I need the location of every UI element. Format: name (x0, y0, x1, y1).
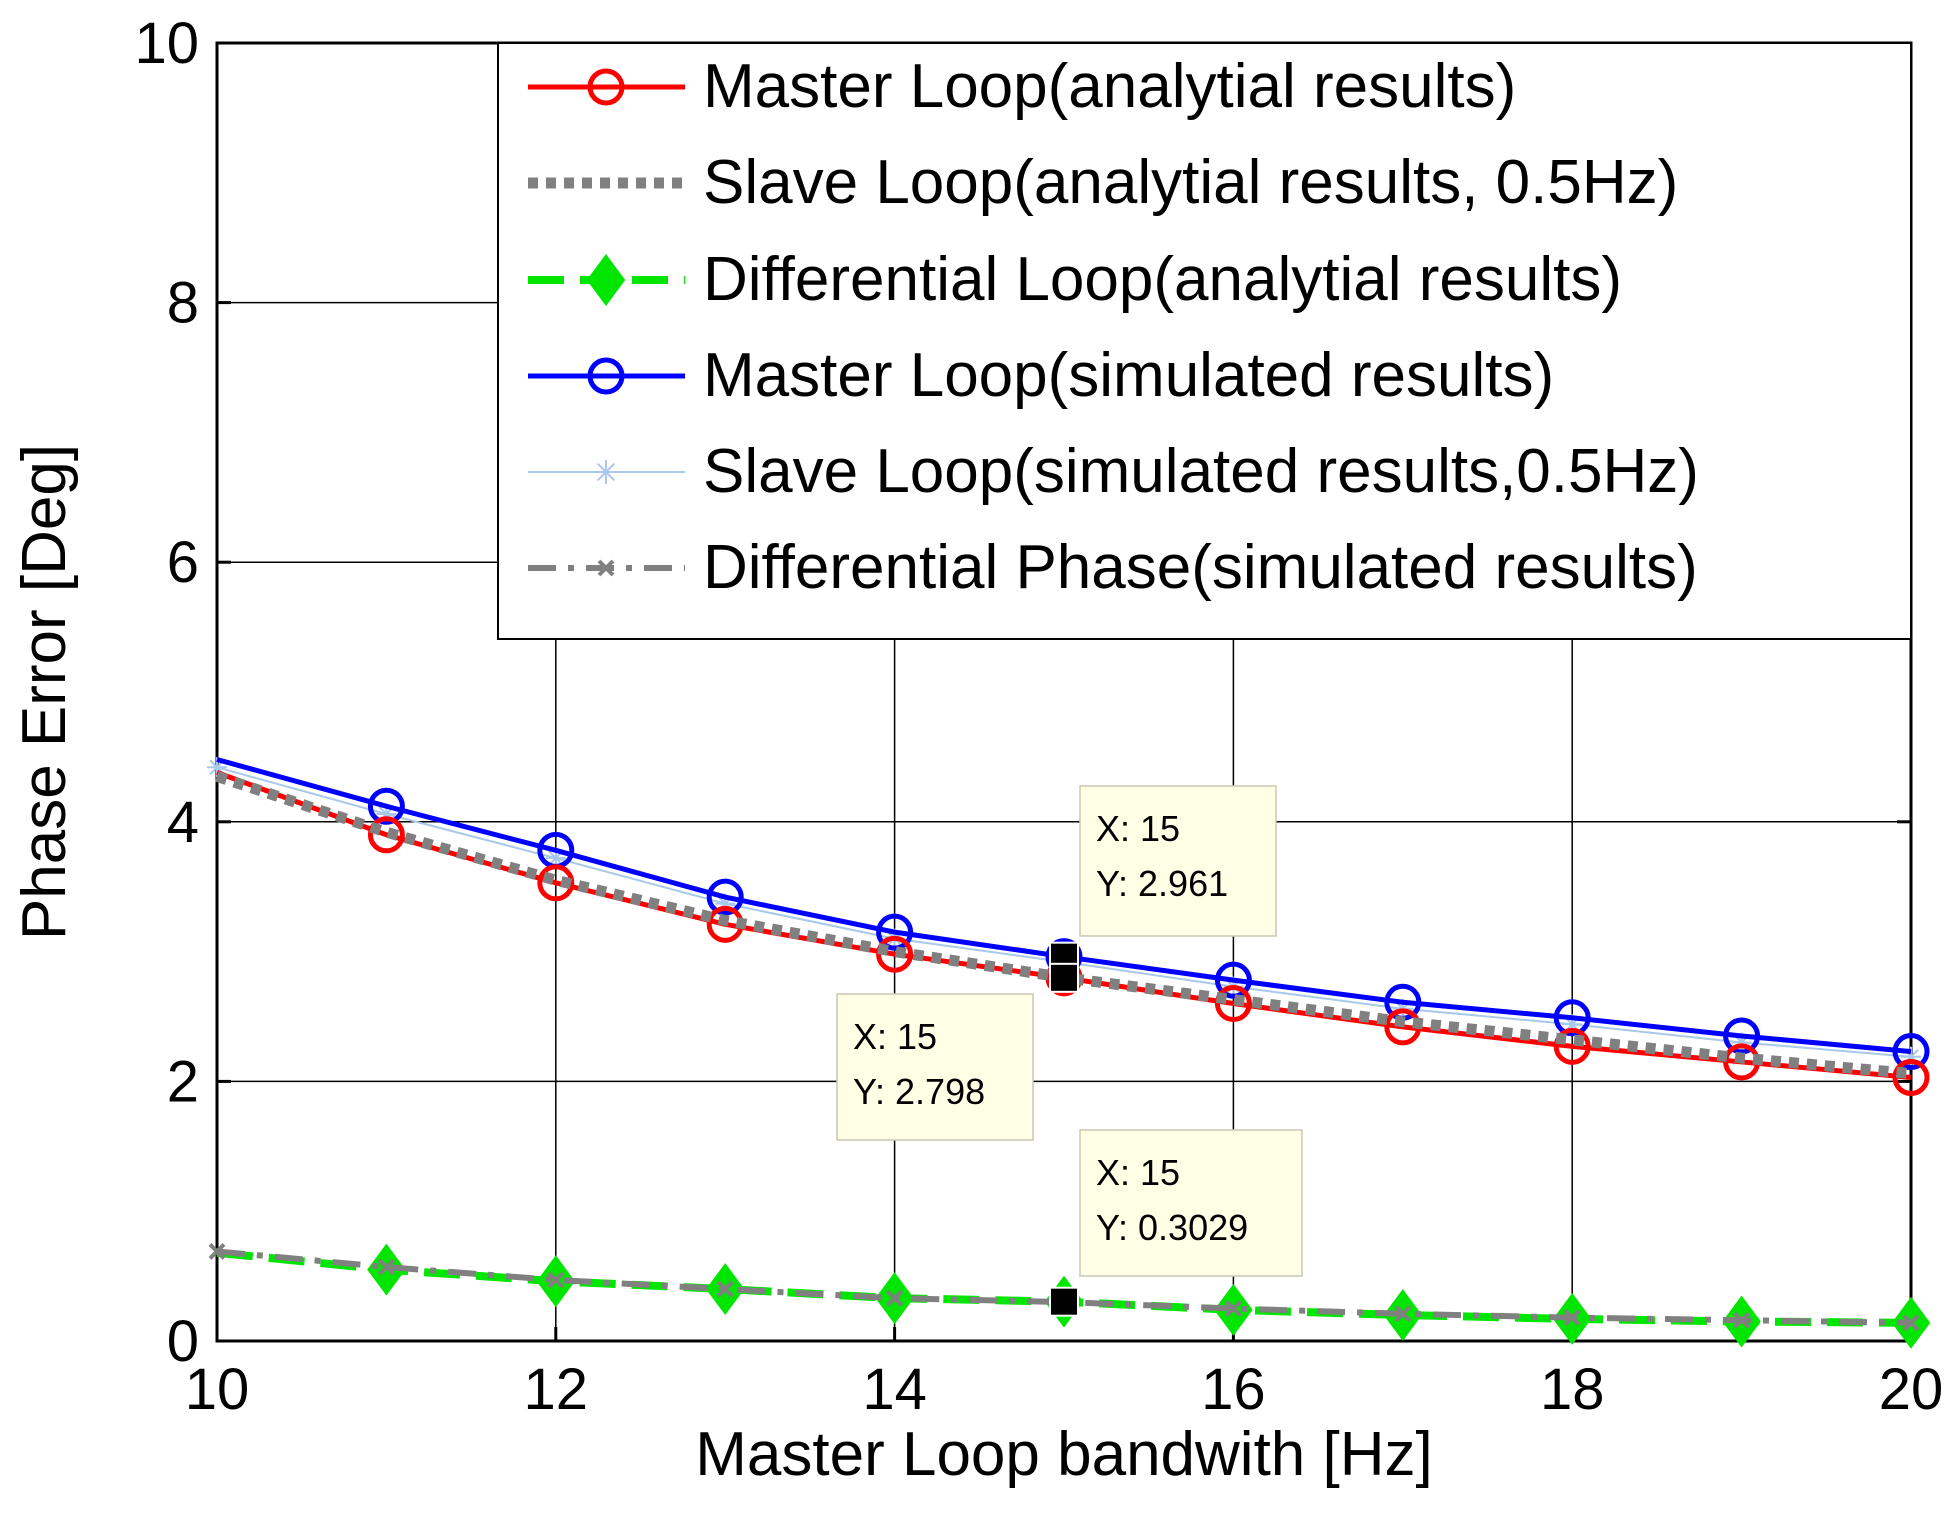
marker-stroke (1563, 1309, 1581, 1327)
x-tick-label: 12 (524, 1357, 589, 1422)
data-point-master-analytical (1892, 1059, 1930, 1097)
data-tip-y: Y: 2.798 (853, 1071, 985, 1112)
series-slave-simulated (207, 757, 1921, 1067)
legend-marker (594, 460, 618, 484)
data-point-master-simulated (367, 787, 405, 825)
y-tick-label: 4 (167, 790, 199, 855)
data-point-master-analytical (1214, 985, 1252, 1023)
y-tick-label: 0 (167, 1309, 199, 1374)
y-tick-label: 8 (167, 271, 199, 336)
legend-box (497, 42, 1912, 640)
data-point-differential-simulated (1902, 1314, 1920, 1332)
data-point-master-analytical (367, 816, 405, 854)
marker-stroke (1224, 1300, 1242, 1317)
legend-label: Slave Loop(simulated results,0.5Hz) (703, 437, 1699, 506)
legend-entry: Master Loop(analytial results) (528, 52, 1516, 121)
marker-stroke (547, 1271, 565, 1289)
x-tick-label: 16 (1201, 1357, 1266, 1422)
data-tip: X: 15 Y: 2.961 (1049, 785, 1277, 972)
x-tick-label: 14 (862, 1357, 927, 1422)
data-tip: X: 15 Y: 0.3029 (1049, 1129, 1303, 1317)
x-tick-label: 20 (1879, 1357, 1944, 1422)
data-point-differential-simulated (547, 1271, 565, 1289)
legend-marker (586, 254, 626, 306)
data-tip-x: X: 15 (853, 1016, 937, 1057)
legend-entry: Differential Phase(simulated results) (528, 533, 1698, 602)
data-tip-x: X: 15 (1096, 1152, 1180, 1193)
data-point-master-simulated (1214, 961, 1252, 999)
series-line-slave-simulated (216, 766, 1912, 1058)
data-tips: X: 15 Y: 2.961 X: 15 Y: 2.798 X: 15 Y: 0.3029 (836, 785, 1303, 1317)
legend-entry: Differential Loop(analytial results) (528, 245, 1622, 314)
y-tick-label: 6 (167, 530, 199, 595)
data-point-differential-simulated (208, 1243, 226, 1260)
axis-ticks: 10 12 14 16 18 20 0 2 4 6 8 10 (134, 11, 1943, 1422)
data-point-master-analytical (1553, 1027, 1591, 1065)
legend-label: Master Loop(analytial results) (703, 52, 1516, 121)
x-axis-title: Master Loop bandwith [Hz] (695, 1420, 1433, 1489)
marker-stroke (596, 462, 616, 482)
data-point-differential-simulated (886, 1289, 904, 1307)
legend: Master Loop(analytial results) Slave Loop… (497, 42, 1912, 640)
data-point-master-simulated (1553, 999, 1591, 1037)
data-tip-box (836, 993, 1034, 1141)
marker-stroke (1733, 1311, 1751, 1329)
marker-stroke (208, 1243, 226, 1260)
legend-entry: Slave Loop(simulated results,0.5Hz) (528, 437, 1699, 506)
data-point-differential-simulated (1733, 1311, 1751, 1329)
data-tip-box (1079, 785, 1277, 937)
data-tip-marker (1049, 962, 1079, 993)
legend-label: Slave Loop(analytial results, 0.5Hz) (703, 148, 1678, 217)
legend-marker (587, 68, 625, 106)
legend-marker (597, 559, 615, 577)
marker-stroke (886, 1289, 904, 1307)
series-line-master-analytical (216, 770, 1912, 1080)
marker-stroke (716, 1280, 734, 1298)
legend-entry: Slave Loop(analytial results, 0.5Hz) (528, 148, 1678, 217)
series-line-differential-simulated (216, 1248, 1912, 1326)
marker-stroke (597, 559, 615, 577)
data-point-differential-simulated (716, 1280, 734, 1298)
y-tick-label: 10 (134, 11, 199, 76)
x-tick-label: 18 (1540, 1357, 1605, 1422)
data-tip-y: Y: 2.961 (1096, 863, 1228, 904)
y-axis-title: Phase Error [Deg] (10, 444, 79, 940)
legend-label: Differential Phase(simulated results) (703, 533, 1698, 602)
legend-label: Master Loop(simulated results) (703, 341, 1554, 410)
data-point-differential-simulated (1563, 1309, 1581, 1327)
data-tip-x: X: 15 (1096, 808, 1180, 849)
legend-label: Differential Loop(analytial results) (703, 245, 1622, 314)
data-tip-box (1079, 1129, 1303, 1277)
data-point-master-simulated (876, 913, 914, 951)
x-tick-label: 10 (185, 1357, 250, 1422)
series-differential-simulated (208, 1243, 1920, 1332)
y-tick-label: 2 (167, 1049, 199, 1114)
data-point-master-analytical (537, 864, 575, 902)
data-point-master-simulated (706, 878, 744, 916)
data-tip-marker (1049, 1286, 1079, 1317)
data-point-differential-simulated (377, 1258, 395, 1276)
series-master-simulated (216, 757, 1930, 1071)
marker-stroke (377, 1258, 395, 1276)
data-point-master-simulated (1892, 1033, 1930, 1071)
legend-entry: Master Loop(simulated results) (528, 341, 1554, 410)
data-tip: X: 15 Y: 2.798 (836, 962, 1079, 1141)
legend-marker (587, 357, 625, 395)
data-point-differential-simulated (1224, 1300, 1242, 1317)
data-point-master-simulated (1723, 1017, 1761, 1055)
marker-stroke (1394, 1305, 1412, 1323)
marker-stroke (1902, 1314, 1920, 1332)
series-line-master-simulated (216, 757, 1912, 1055)
data-point-differential-simulated (1394, 1305, 1412, 1323)
data-tip-y: Y: 0.3029 (1096, 1207, 1248, 1248)
series-group (207, 757, 1931, 1349)
